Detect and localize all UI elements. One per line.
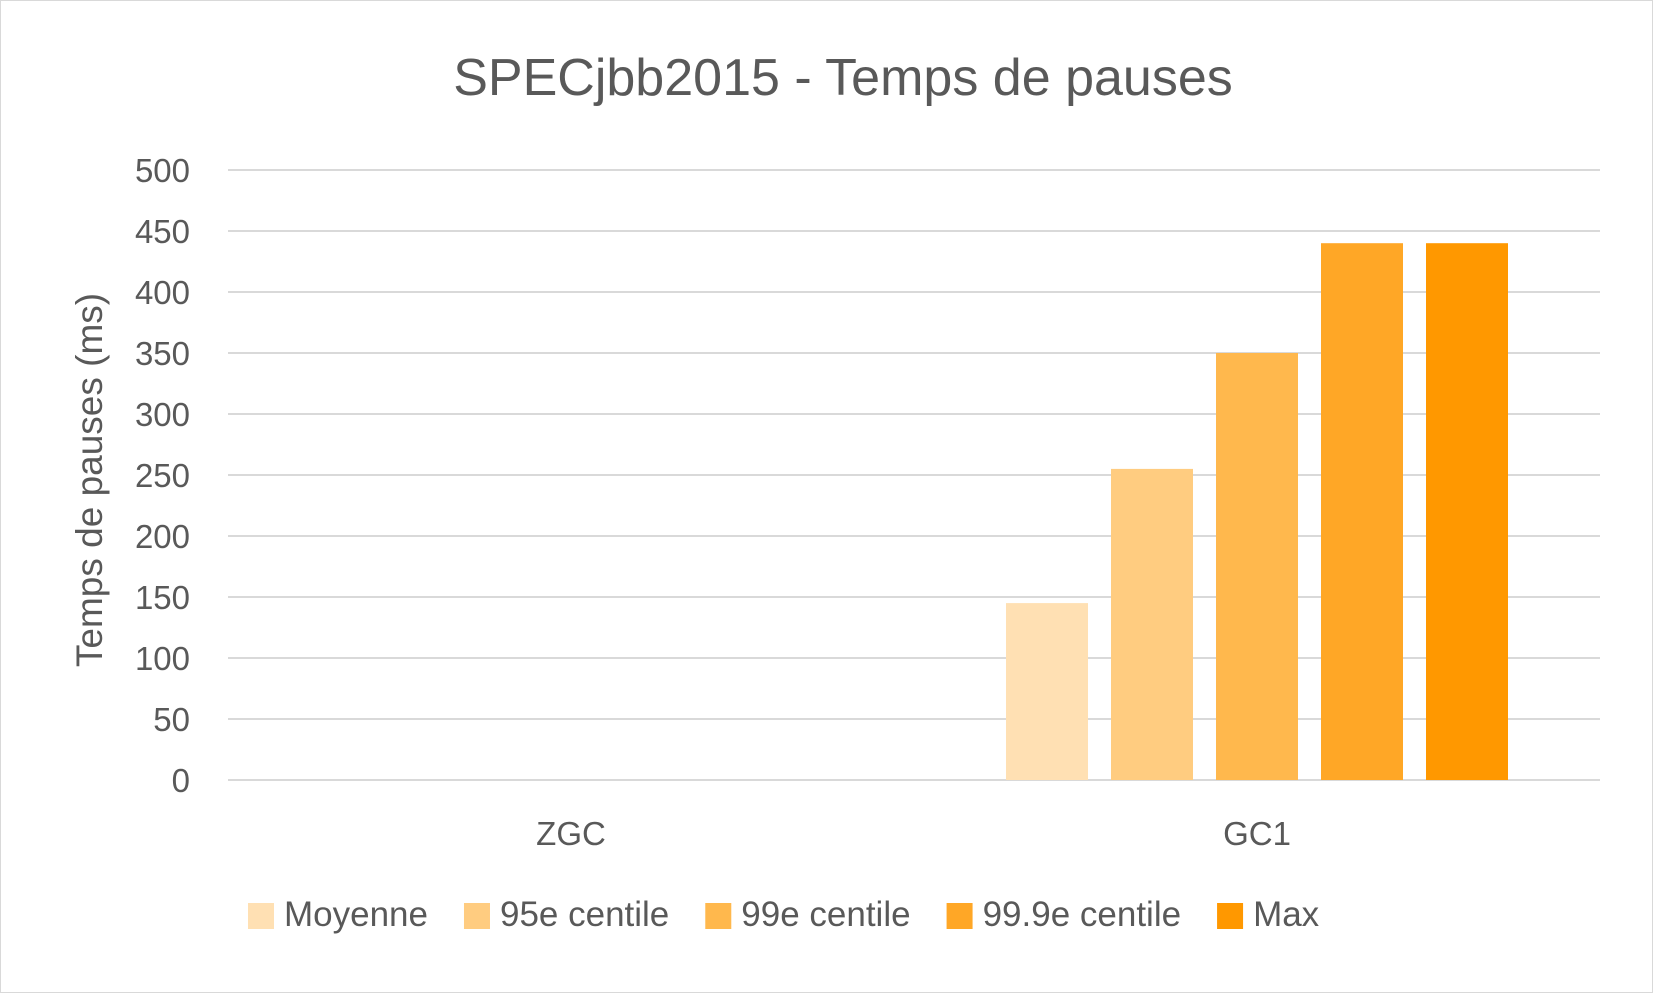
legend: Moyenne 95e centile 99e centile 99.9e centi… [248, 895, 1320, 934]
bar-gc1-3 [1321, 243, 1403, 780]
y-tick-label-400: 400 [135, 274, 190, 311]
x-axis-labels: ZGC GC1 [536, 815, 1291, 852]
legend-label-0: Moyenne [284, 895, 428, 934]
y-tick-label-250: 250 [135, 457, 190, 494]
y-tick-label-150: 150 [135, 579, 190, 616]
y-tick-label-450: 450 [135, 213, 190, 250]
y-tick-label-0: 0 [172, 762, 190, 799]
legend-swatch-0 [248, 903, 274, 929]
legend-swatch-1 [463, 903, 490, 929]
bar-gc1-4 [1426, 243, 1508, 780]
chart-title: SPECjbb2015 - Temps de pauses [453, 49, 1233, 107]
legend-label-3: 99.9e centile [983, 895, 1181, 934]
legend-swatch-2 [705, 903, 732, 929]
y-tick-label-50: 50 [153, 701, 190, 738]
bar-gc1-2 [1216, 353, 1298, 780]
legend-swatch-3 [946, 903, 973, 929]
legend-label-4: Max [1253, 895, 1320, 934]
y-axis-ticks: 0 50 100 150 200 250 300 350 400 450 500 [135, 152, 190, 799]
bar-gc1-0 [1006, 603, 1088, 780]
y-tick-label-200: 200 [135, 518, 190, 555]
legend-label-2: 99e centile [741, 895, 910, 934]
legend-swatch-4 [1217, 903, 1244, 929]
y-tick-label-300: 300 [135, 396, 190, 433]
y-tick-label-100: 100 [135, 640, 190, 677]
y-axis-title: Temps de pauses (ms) [69, 293, 110, 667]
bar-gc1-1 [1111, 468, 1193, 780]
x-tick-label-zgc: ZGC [536, 815, 606, 852]
y-tick-label-500: 500 [135, 152, 190, 189]
bars [1006, 243, 1508, 780]
y-tick-label-350: 350 [135, 335, 190, 372]
legend-label-1: 95e centile [500, 895, 669, 934]
x-tick-label-gc1: GC1 [1223, 815, 1291, 852]
